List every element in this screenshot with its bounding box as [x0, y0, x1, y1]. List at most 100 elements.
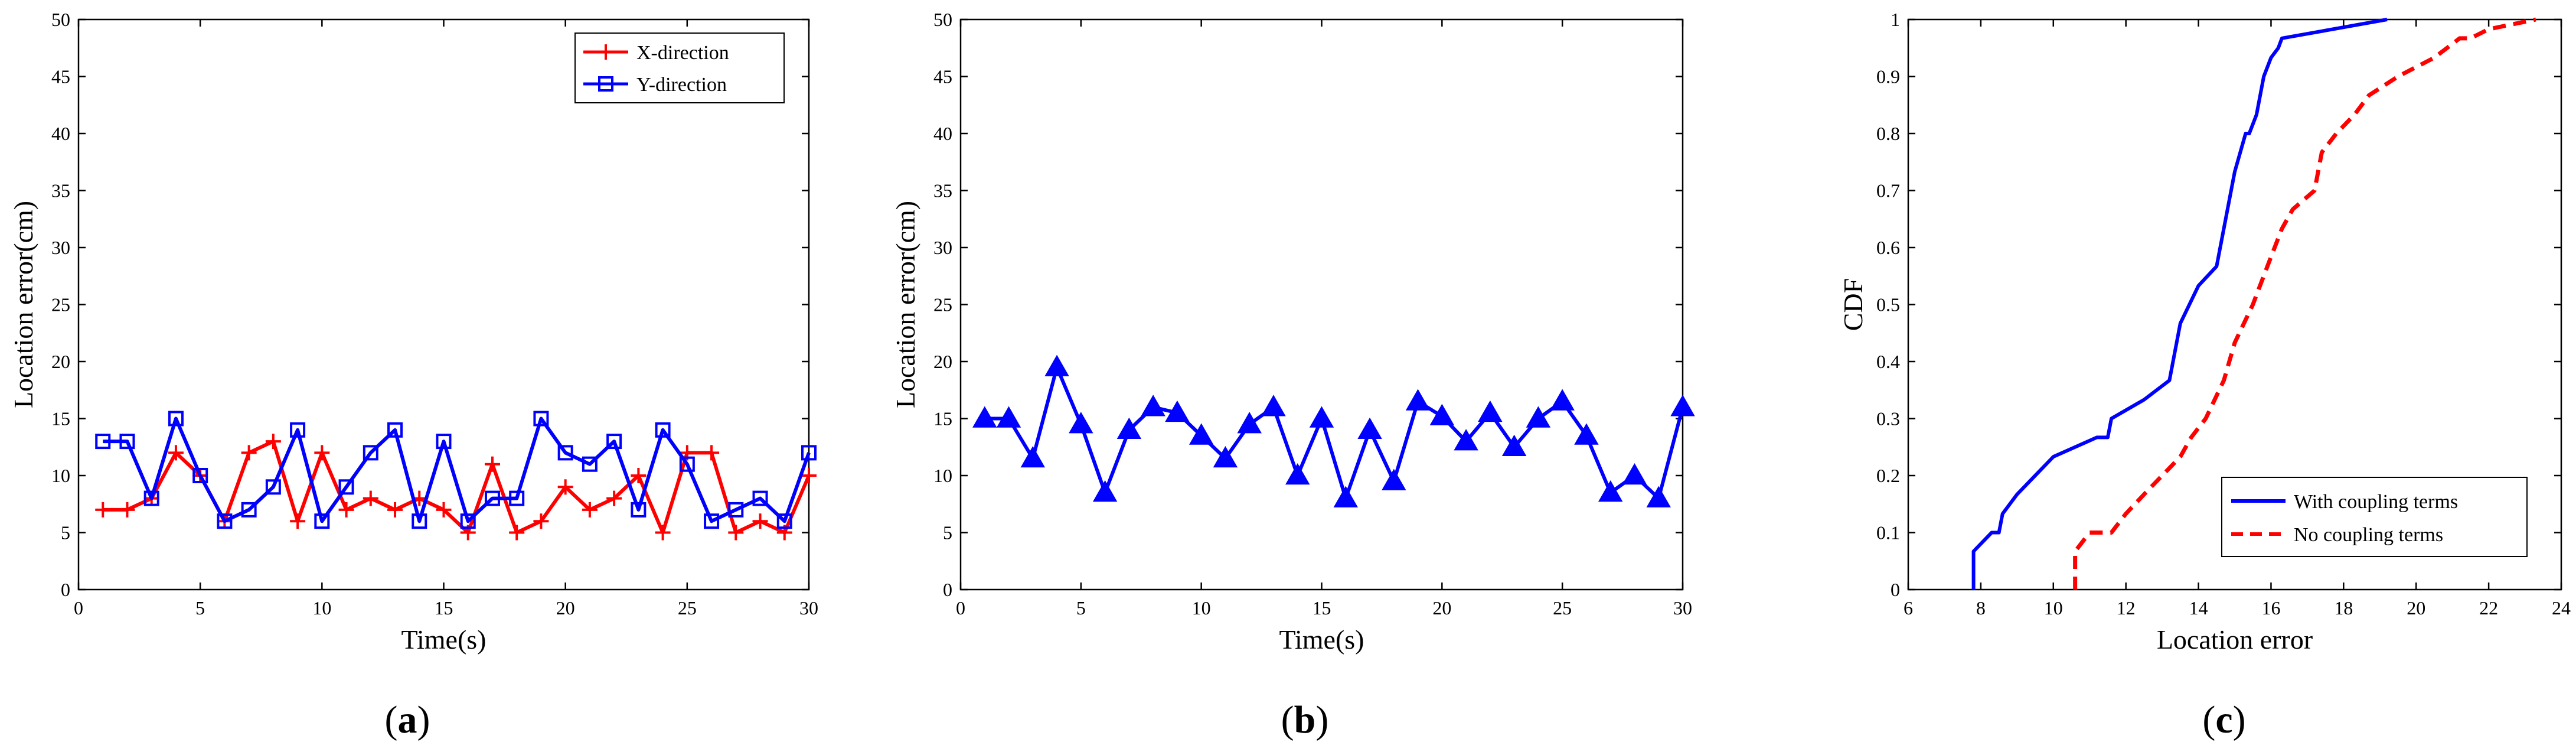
data-point: [679, 456, 695, 472]
data-point: [1213, 446, 1238, 468]
data-point: [972, 406, 997, 428]
data-point: [1598, 480, 1623, 502]
y-tick-label: 10: [933, 465, 952, 486]
data-point: [1574, 423, 1599, 445]
x-tick-label: 30: [799, 597, 818, 619]
data-point: [168, 411, 184, 427]
data-point: [1357, 417, 1382, 440]
data-point: [1189, 423, 1214, 445]
data-point: [631, 502, 647, 518]
legend: X-direction Y-direction: [574, 32, 785, 103]
caption-letter: c: [2215, 698, 2232, 741]
data-point: [1501, 434, 1527, 456]
data-point: [1261, 395, 1286, 416]
data-point: [533, 411, 549, 427]
x-tick-label: 16: [2261, 597, 2280, 619]
x-tick-label: 5: [1076, 597, 1086, 619]
y-tick-label: 0.9: [1876, 66, 1900, 87]
x-tick-label: 25: [678, 597, 697, 619]
data-point: [1165, 400, 1190, 422]
x-tick-label: 6: [1904, 597, 1913, 619]
data-point: [192, 468, 208, 483]
data-point: [1622, 463, 1647, 485]
y-tick-label: 40: [933, 123, 952, 144]
data-point: [484, 490, 500, 506]
y-tick-label: 35: [51, 180, 70, 201]
data-point: [95, 434, 111, 450]
panel-caption: (b): [1281, 698, 1329, 741]
y-tick-label: 10: [51, 465, 70, 486]
data-point: [1020, 446, 1046, 468]
data-point: [1309, 406, 1334, 428]
data-point: [1405, 389, 1431, 411]
data-point: [1478, 400, 1503, 422]
y-tick-label: 25: [933, 294, 952, 315]
x-axis-label: Location error: [2157, 624, 2313, 655]
x-tick-label: 10: [312, 597, 331, 619]
y-axis-label: Location error(cm): [8, 201, 38, 408]
y-tick-label: 50: [933, 9, 952, 30]
data-point: [776, 513, 792, 529]
y-tick-label: 0.3: [1876, 408, 1900, 429]
y-tick-label: 30: [51, 237, 70, 258]
x-tick-label: 8: [1976, 597, 1986, 619]
x-tick-label: 0: [956, 597, 965, 619]
data-point: [1670, 395, 1695, 416]
y-axis-label: CDF: [1838, 278, 1868, 331]
chart-panel-a: 0 5 10 15 20 25 30 0 5 10 15 20 25 30 35 40 45 50 Time(s) L…: [8, 9, 818, 741]
x-tick-label: 14: [2189, 597, 2208, 619]
x-tick-label: 10: [1192, 597, 1211, 619]
caption-close-paren: ): [417, 698, 430, 741]
y-tick-label: 0: [1891, 579, 1900, 600]
data-point: [655, 422, 671, 438]
x-tick-label: 0: [74, 597, 83, 619]
data-point: [752, 490, 768, 506]
data-point: [1454, 429, 1478, 451]
data-point: [1116, 417, 1142, 440]
y-tick-label: 40: [51, 123, 70, 144]
data-point: [704, 513, 720, 529]
series-with-coupling-terms: [1971, 18, 2388, 590]
series-0: [972, 354, 1695, 507]
x-tick-label: 24: [2552, 597, 2571, 619]
x-tick-label: 15: [435, 597, 453, 619]
data-point: [314, 513, 330, 529]
y-tick-label: 30: [933, 237, 952, 258]
data-point: [1141, 395, 1165, 416]
data-point: [728, 502, 744, 518]
x-tick-label: 20: [2407, 597, 2425, 619]
data-point: [363, 445, 378, 461]
series-y-direction: [95, 411, 817, 529]
y-tick-label: 0.5: [1876, 294, 1900, 315]
data-point: [1044, 354, 1069, 376]
data-point: [1237, 412, 1262, 434]
data-point: [460, 513, 476, 529]
y-tick-label: 0.8: [1876, 123, 1900, 144]
data-point: [338, 479, 354, 495]
y-tick-label: 45: [933, 66, 952, 87]
data-point: [1646, 486, 1671, 507]
y-tick-label: 20: [51, 351, 70, 372]
caption-open-paren: (: [2202, 698, 2215, 741]
data-point: [387, 422, 403, 438]
y-tick-label: 25: [51, 294, 70, 315]
chart-panel-b: 0 5 10 15 20 25 30 0 5 10 15 20 25 30 35 40 45 50 Time(s) L…: [890, 9, 1695, 741]
y-tick-label: 0.7: [1876, 180, 1900, 201]
data-point: [241, 502, 257, 518]
data-point: [996, 406, 1021, 428]
y-tick-label: 20: [933, 351, 952, 372]
y-tick-label: 0: [61, 579, 70, 600]
caption-close-paren: ): [1315, 698, 1328, 741]
x-tick-label: 30: [1673, 597, 1692, 619]
data-point: [582, 456, 598, 472]
caption-open-paren: (: [1281, 698, 1294, 741]
x-tick-label: 15: [1313, 597, 1331, 619]
y-tick-label: 0.4: [1876, 351, 1900, 372]
y-tick-label: 0.2: [1876, 465, 1900, 486]
chart-panel-c: 6 8 10 12 14 16 18 20 22 24 0 0.1 0.2 0.3 0.4 0.5 0.6 0.7…: [1838, 9, 2571, 741]
data-point: [1550, 389, 1575, 411]
data-point: [119, 434, 135, 450]
x-tick-label: 18: [2334, 597, 2353, 619]
y-tick-label: 5: [61, 522, 70, 544]
